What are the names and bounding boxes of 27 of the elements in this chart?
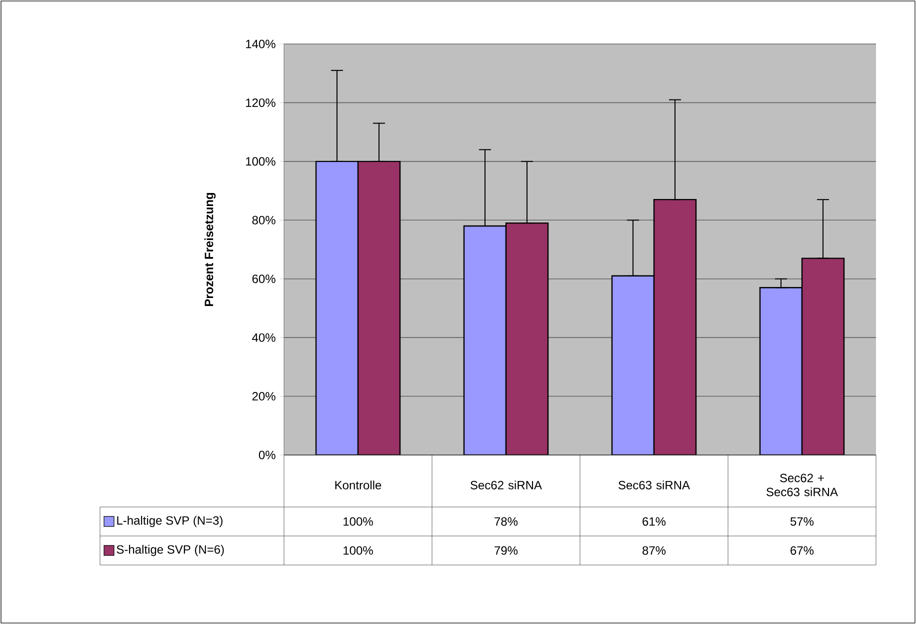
data-label: 61%: [642, 517, 666, 526]
bar: [357, 160, 401, 455]
data-label: 78%: [494, 517, 518, 526]
x-tick-label: Sec63 siRNA: [618, 480, 690, 490]
data-label: 100%: [344, 546, 373, 555]
y-tick-label: 140%: [246, 40, 276, 48]
x-tick-label: Kontrolle: [335, 480, 382, 490]
data-label: 67%: [790, 546, 814, 555]
y-tick-label: 40%: [252, 333, 276, 342]
data-label: 79%: [494, 546, 518, 555]
data-label: 87%: [642, 546, 666, 555]
y-tick-label: 0%: [258, 450, 276, 460]
y-tick-label: 100%: [246, 157, 276, 166]
x-tick-label: Sec62 + Sec63 siRNA: [766, 474, 838, 496]
x-tick-label: Sec62 siRNA: [470, 480, 542, 490]
bar: [801, 258, 845, 455]
y-tick-label: 80%: [252, 216, 276, 224]
legend-label: L-haltige SVP (N=3): [117, 516, 222, 528]
data-label: 57%: [790, 517, 814, 526]
y-tick-label: 20%: [252, 392, 276, 401]
y-axis-title: Prozent Freisetzung: [204, 192, 216, 306]
data-label: 100%: [344, 517, 373, 526]
y-tick-label: 60%: [252, 274, 276, 284]
legend-label: S-haltige SVP (N=6): [116, 544, 224, 556]
y-tick-label: 120%: [246, 98, 276, 107]
bar: [653, 198, 697, 455]
bar: [505, 222, 549, 455]
